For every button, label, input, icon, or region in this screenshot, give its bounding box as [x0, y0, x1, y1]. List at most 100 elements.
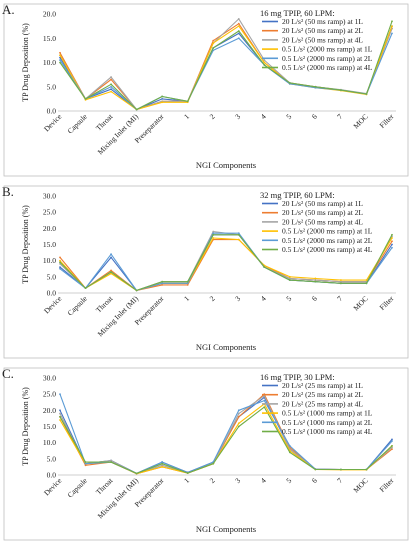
data-point: [340, 282, 342, 285]
y-axis-label: TP Drug Deposition (%): [21, 205, 30, 284]
data-point: [186, 100, 189, 103]
x-tick-label: 5: [284, 294, 293, 303]
data-point: [237, 425, 240, 428]
panel-frame: [3, 185, 409, 359]
data-point: [212, 462, 215, 465]
data-point: [237, 233, 240, 236]
series-line: [59, 234, 393, 291]
data-point: [237, 22, 240, 25]
data-point: [84, 287, 87, 290]
data-point: [365, 282, 368, 285]
data-point: [84, 462, 87, 465]
data-point: [110, 85, 112, 88]
y-tick-label: 10.0: [43, 438, 56, 447]
data-point: [110, 88, 112, 91]
data-point: [84, 464, 87, 467]
data-point: [59, 393, 61, 396]
data-point: [365, 279, 368, 281]
data-point: [59, 266, 61, 269]
legend-label: 20 L/s² (50 ms ramp) at 2L: [282, 208, 363, 217]
legend-label: 20 L/s² (25 ms ramp) at 1L: [282, 381, 363, 390]
data-point: [391, 233, 393, 236]
data-point: [212, 232, 215, 235]
x-tick-label: 7: [335, 476, 344, 485]
legend-label: 20 L/s² (50 ms ramp) at 2L: [282, 26, 363, 35]
x-tick-label: 6: [310, 294, 319, 303]
x-tick-label: 1: [182, 294, 191, 303]
data-point: [110, 253, 112, 256]
data-point: [391, 448, 393, 451]
x-tick-label: 3: [233, 112, 242, 121]
data-point: [110, 90, 112, 93]
y-tick-label: 25.0: [43, 208, 56, 217]
data-point: [59, 415, 61, 418]
data-point: [161, 101, 164, 104]
data-point: [288, 277, 291, 280]
data-point: [59, 261, 61, 264]
series-6: [59, 233, 393, 292]
x-tick-label: 5: [284, 112, 293, 121]
y-tick-label: 30.0: [43, 374, 56, 383]
x-tick-label: 7: [335, 294, 344, 303]
x-tick-label: 6: [310, 476, 319, 485]
x-tick-label: 5: [284, 476, 293, 485]
data-point: [237, 415, 240, 418]
y-tick-label: 10.0: [43, 58, 56, 67]
data-point: [135, 472, 138, 475]
data-point: [212, 230, 215, 233]
data-point: [59, 59, 61, 61]
x-tick-label: 6: [310, 112, 319, 121]
x-axis-label: NGI Components: [196, 342, 256, 352]
y-tick-label: 0.0: [47, 107, 57, 116]
legend-label: 20 L/s² (50 ms ramp) at 4L: [282, 217, 363, 226]
data-point: [84, 97, 87, 100]
data-point: [391, 243, 393, 246]
data-point: [59, 267, 61, 270]
legend-label: 0.5 L/s² (2000 ms ramp) at 1L: [282, 45, 373, 54]
legend-label: 0.5 L/s² (2000 ms ramp) at 4L: [282, 245, 373, 254]
series-line: [59, 237, 393, 291]
data-point: [110, 461, 112, 463]
data-point: [263, 399, 266, 402]
x-tick-label: 2: [208, 294, 217, 303]
data-point: [391, 25, 393, 28]
data-point: [237, 25, 240, 28]
data-point: [212, 42, 215, 44]
data-point: [288, 279, 291, 281]
x-tick-label: 1: [182, 476, 191, 485]
legend-label: 0.5 L/s² (1000 ms ramp) at 1L: [282, 409, 373, 418]
data-point: [237, 17, 240, 20]
data-point: [110, 459, 112, 462]
chart-c: C. 0.0 5.0 10.0 15.0 20.0 25.0 30.0 TP Drug Depo…: [2, 366, 409, 541]
y-tick-label: 20.0: [43, 406, 56, 415]
data-point: [237, 409, 240, 412]
y-tick-label: 0.0: [47, 471, 57, 480]
data-point: [391, 32, 393, 35]
legend-label: 0.5 L/s² (1000 ms ramp) at 2L: [282, 418, 373, 427]
data-point: [161, 462, 164, 465]
legend-label: 0.5 L/s² (2000 ms ramp) at 4L: [282, 63, 373, 72]
panel-label: B.: [2, 184, 14, 199]
data-point: [237, 422, 240, 425]
data-point: [161, 466, 164, 468]
data-point: [161, 464, 164, 467]
data-point: [237, 412, 240, 415]
series-line: [59, 406, 393, 474]
data-point: [84, 461, 87, 463]
x-tick-label: 4: [259, 476, 268, 485]
data-point: [263, 406, 266, 408]
y-tick-label: 20.0: [43, 224, 56, 233]
data-point: [391, 440, 393, 442]
legend-label: 20 L/s² (50 ms ramp) at 1L: [282, 199, 363, 208]
condition-title: 32 mg TPIP, 60 LPM:: [260, 190, 335, 200]
data-point: [237, 32, 240, 35]
series-6: [59, 406, 393, 475]
data-point: [263, 64, 266, 66]
x-tick-label: 2: [208, 112, 217, 121]
legend-label: 20 L/s² (25 ms ramp) at 4L: [282, 399, 363, 408]
data-point: [110, 83, 112, 86]
data-point: [110, 256, 112, 259]
x-tick-label: 3: [233, 476, 242, 485]
data-point: [161, 280, 164, 283]
